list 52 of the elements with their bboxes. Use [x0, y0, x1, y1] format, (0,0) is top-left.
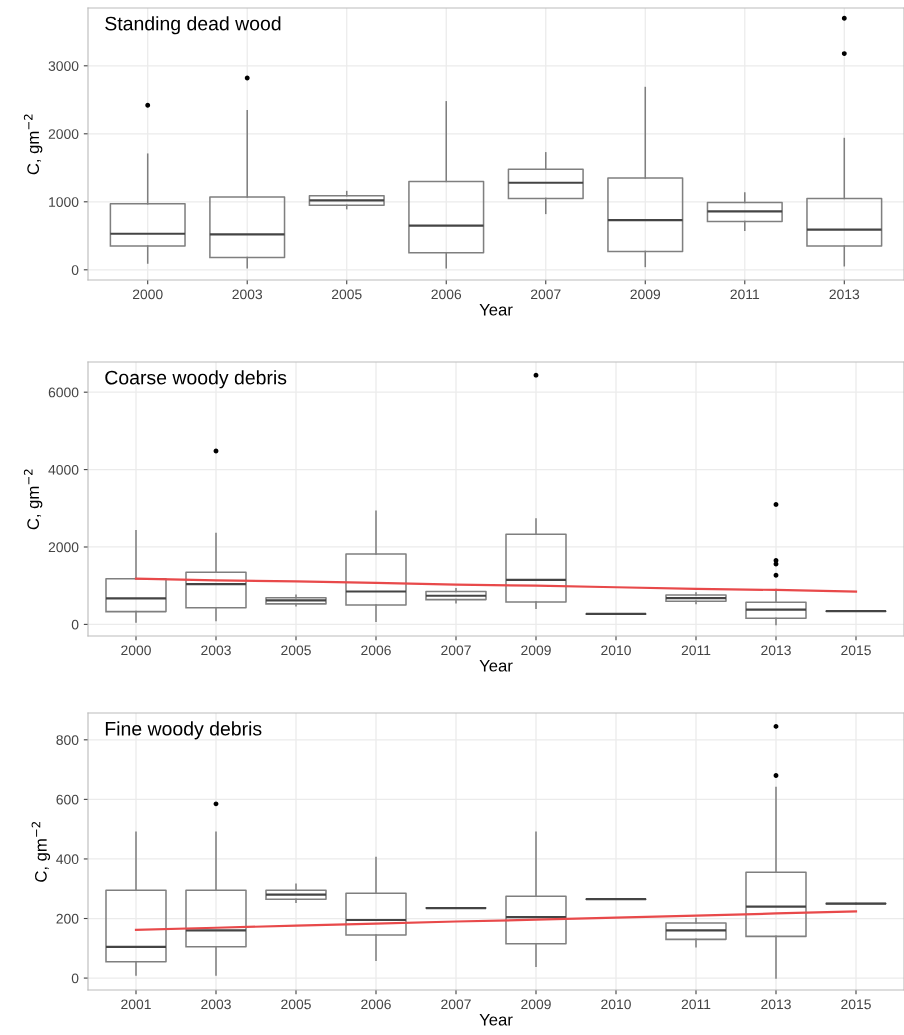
x-tick-label: 2005: [281, 999, 311, 1010]
y-axis-title: C, gm$^{−2}$: [23, 114, 43, 175]
x-tick-label: 2006: [361, 645, 391, 656]
x-axis-title: Year: [479, 303, 513, 316]
y-tick-label: 4000: [48, 464, 79, 475]
y-tick-label: 2000: [48, 542, 79, 553]
line-series: [134, 910, 858, 931]
x-tick-label: 2006: [431, 289, 462, 300]
x-tick-label: 2011: [730, 289, 760, 300]
x-tick-label: 2013: [761, 999, 791, 1010]
annotation: Coarse woody debris: [105, 370, 287, 389]
x-tick-label: 2015: [841, 645, 871, 656]
y-tick-label: 2000: [48, 129, 79, 139]
x-axis-title: Year: [479, 659, 513, 672]
x-tick-label: 2010: [601, 999, 631, 1010]
x-tick-label: 2007: [441, 999, 471, 1010]
y-tick-label: 400: [56, 854, 79, 865]
y-tick-label: 1000: [49, 197, 79, 207]
x-tick-label: 2001: [121, 999, 151, 1010]
x-tick-label: 2006: [361, 999, 391, 1010]
x-tick-label: 2003: [232, 289, 263, 300]
y-tick-label: 0: [71, 973, 79, 984]
annotation: Fine woody debris: [105, 721, 262, 740]
line-series: [134, 577, 858, 593]
x-axis-title: Year: [479, 1013, 513, 1026]
x-tick-label: 2005: [331, 289, 362, 300]
x-tick-label: 2015: [841, 999, 871, 1010]
x-tick-label: 2000: [121, 645, 151, 656]
y-axis-title: C, gm$^{−2}$: [23, 469, 43, 530]
x-tick-label: 2013: [829, 289, 860, 300]
x-tick-label: 2000: [132, 289, 163, 300]
x-tick-label: 2009: [521, 645, 551, 656]
x-tick-label: 2003: [201, 645, 231, 656]
x-tick-label: 2009: [521, 999, 551, 1010]
x-tick-label: 2013: [761, 645, 791, 656]
y-tick-label: 800: [56, 735, 79, 745]
y-tick-label: 0: [71, 265, 79, 275]
y-tick-label: 0: [71, 619, 79, 630]
y-axis-title: C, gm$^{−2}$: [31, 822, 51, 882]
x-tick-label: 2011: [681, 999, 711, 1010]
x-tick-label: 2009: [630, 289, 661, 300]
x-tick-label: 2007: [531, 289, 561, 300]
y-tick-label: 200: [56, 913, 79, 924]
annotation: Standing dead wood: [105, 16, 281, 35]
y-tick-label: 600: [56, 794, 79, 805]
y-tick-label: 3000: [48, 61, 79, 71]
x-tick-label: 2011: [681, 645, 711, 656]
x-tick-label: 2005: [281, 645, 311, 656]
x-tick-label: 2010: [601, 645, 631, 656]
x-tick-label: 2003: [201, 999, 231, 1010]
x-tick-label: 2007: [441, 645, 471, 656]
y-tick-label: 6000: [48, 387, 79, 398]
